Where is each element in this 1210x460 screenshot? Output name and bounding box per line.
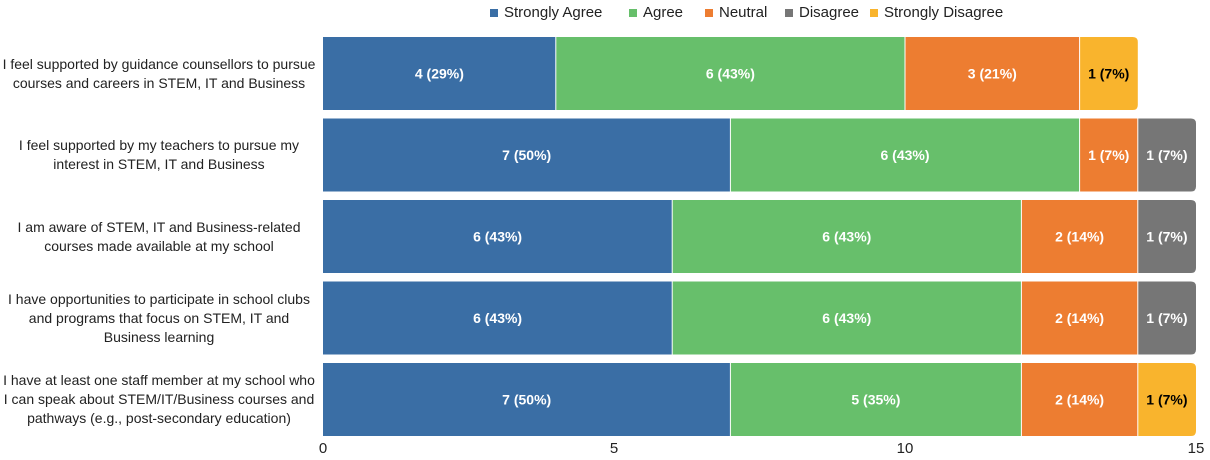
- bar-segment-disagree: [1137, 281, 1196, 355]
- data-label: 1 (7%): [1146, 392, 1187, 408]
- data-label: 1 (7%): [1088, 147, 1129, 163]
- data-label: 3 (21%): [968, 66, 1017, 82]
- data-label: 7 (50%): [502, 147, 551, 163]
- bar-segment-strongly-agree: [323, 37, 556, 110]
- data-label: 4 (29%): [415, 66, 464, 82]
- data-label: 6 (43%): [706, 66, 755, 82]
- legend-swatch: [785, 8, 793, 17]
- legend-item-neutral: Neutral: [705, 4, 767, 21]
- bar-segment-agree: [672, 200, 1022, 273]
- bar-segment-neutral: [905, 37, 1080, 110]
- legend-label: Strongly Agree: [504, 4, 603, 21]
- data-label: 2 (14%): [1055, 392, 1104, 408]
- bar-segment-strongly-agree: [323, 118, 731, 192]
- bar-segment-strongly-agree: [323, 363, 731, 436]
- category-label: I feel supported by my teachers to pursu…: [18, 137, 300, 172]
- data-label: 6 (43%): [822, 229, 871, 245]
- data-label: 7 (50%): [502, 392, 551, 408]
- data-label: 5 (35%): [851, 392, 900, 408]
- data-label: 1 (7%): [1088, 66, 1129, 82]
- legend-label: Strongly Disagree: [884, 4, 1004, 21]
- bar-segment-agree: [730, 118, 1080, 192]
- data-label: 6 (43%): [880, 147, 929, 163]
- legend-swatch: [705, 8, 713, 17]
- bar-segment-neutral: [1021, 363, 1138, 436]
- data-label: 2 (14%): [1055, 310, 1104, 326]
- data-label: 1 (7%): [1146, 310, 1187, 326]
- category-label: I have opportunities to participate in s…: [8, 290, 310, 345]
- bar-segment-strongly-agree: [323, 200, 673, 273]
- legend-item-agree: Agree: [629, 4, 683, 21]
- bar-segment-agree: [672, 281, 1022, 355]
- bar-segment-strongly-disagree: [1137, 363, 1196, 436]
- legend-item-strongly-disagree: Strongly Disagree: [870, 4, 1003, 21]
- data-label: 1 (7%): [1146, 229, 1187, 245]
- data-label: 2 (14%): [1055, 229, 1104, 245]
- x-tick-label: 15: [1187, 440, 1205, 457]
- bar-segment-neutral: [1021, 281, 1138, 355]
- legend-label: Neutral: [719, 4, 768, 21]
- x-tick-label: 5: [609, 440, 619, 457]
- data-label: 6 (43%): [822, 310, 871, 326]
- data-label: 6 (43%): [473, 229, 522, 245]
- bar-segment-agree: [555, 37, 905, 110]
- legend-label: Agree: [643, 4, 684, 21]
- bar-segment-strongly-agree: [323, 281, 673, 355]
- bar-segment-strongly-disagree: [1079, 37, 1138, 110]
- category-label: I have at least one staff member at my s…: [3, 372, 315, 426]
- legend-swatch: [490, 8, 498, 17]
- legend-swatch: [870, 8, 878, 17]
- data-label: 1 (7%): [1146, 147, 1187, 163]
- legend-label: Disagree: [799, 4, 860, 21]
- data-label: 6 (43%): [473, 310, 522, 326]
- bar-segment-disagree: [1137, 200, 1196, 273]
- legend-item-strongly-agree: Strongly Agree: [490, 4, 602, 21]
- legend-swatch: [629, 8, 637, 17]
- category-label: I am aware of STEM, IT and Business-rela…: [17, 218, 301, 254]
- bar-segment-neutral: [1079, 118, 1138, 192]
- x-tick-label: 0: [318, 440, 328, 457]
- legend: Strongly Agree Agree Neutral Disagree Strong…: [0, 4, 1210, 26]
- x-tick-label: 10: [896, 440, 914, 457]
- bar-segment-neutral: [1021, 200, 1138, 273]
- legend-item-disagree: Disagree: [785, 4, 859, 21]
- bar-segment-agree: [730, 363, 1022, 436]
- category-label: I feel supported by guidance counsellors…: [2, 55, 316, 91]
- bar-segment-disagree: [1137, 118, 1196, 192]
